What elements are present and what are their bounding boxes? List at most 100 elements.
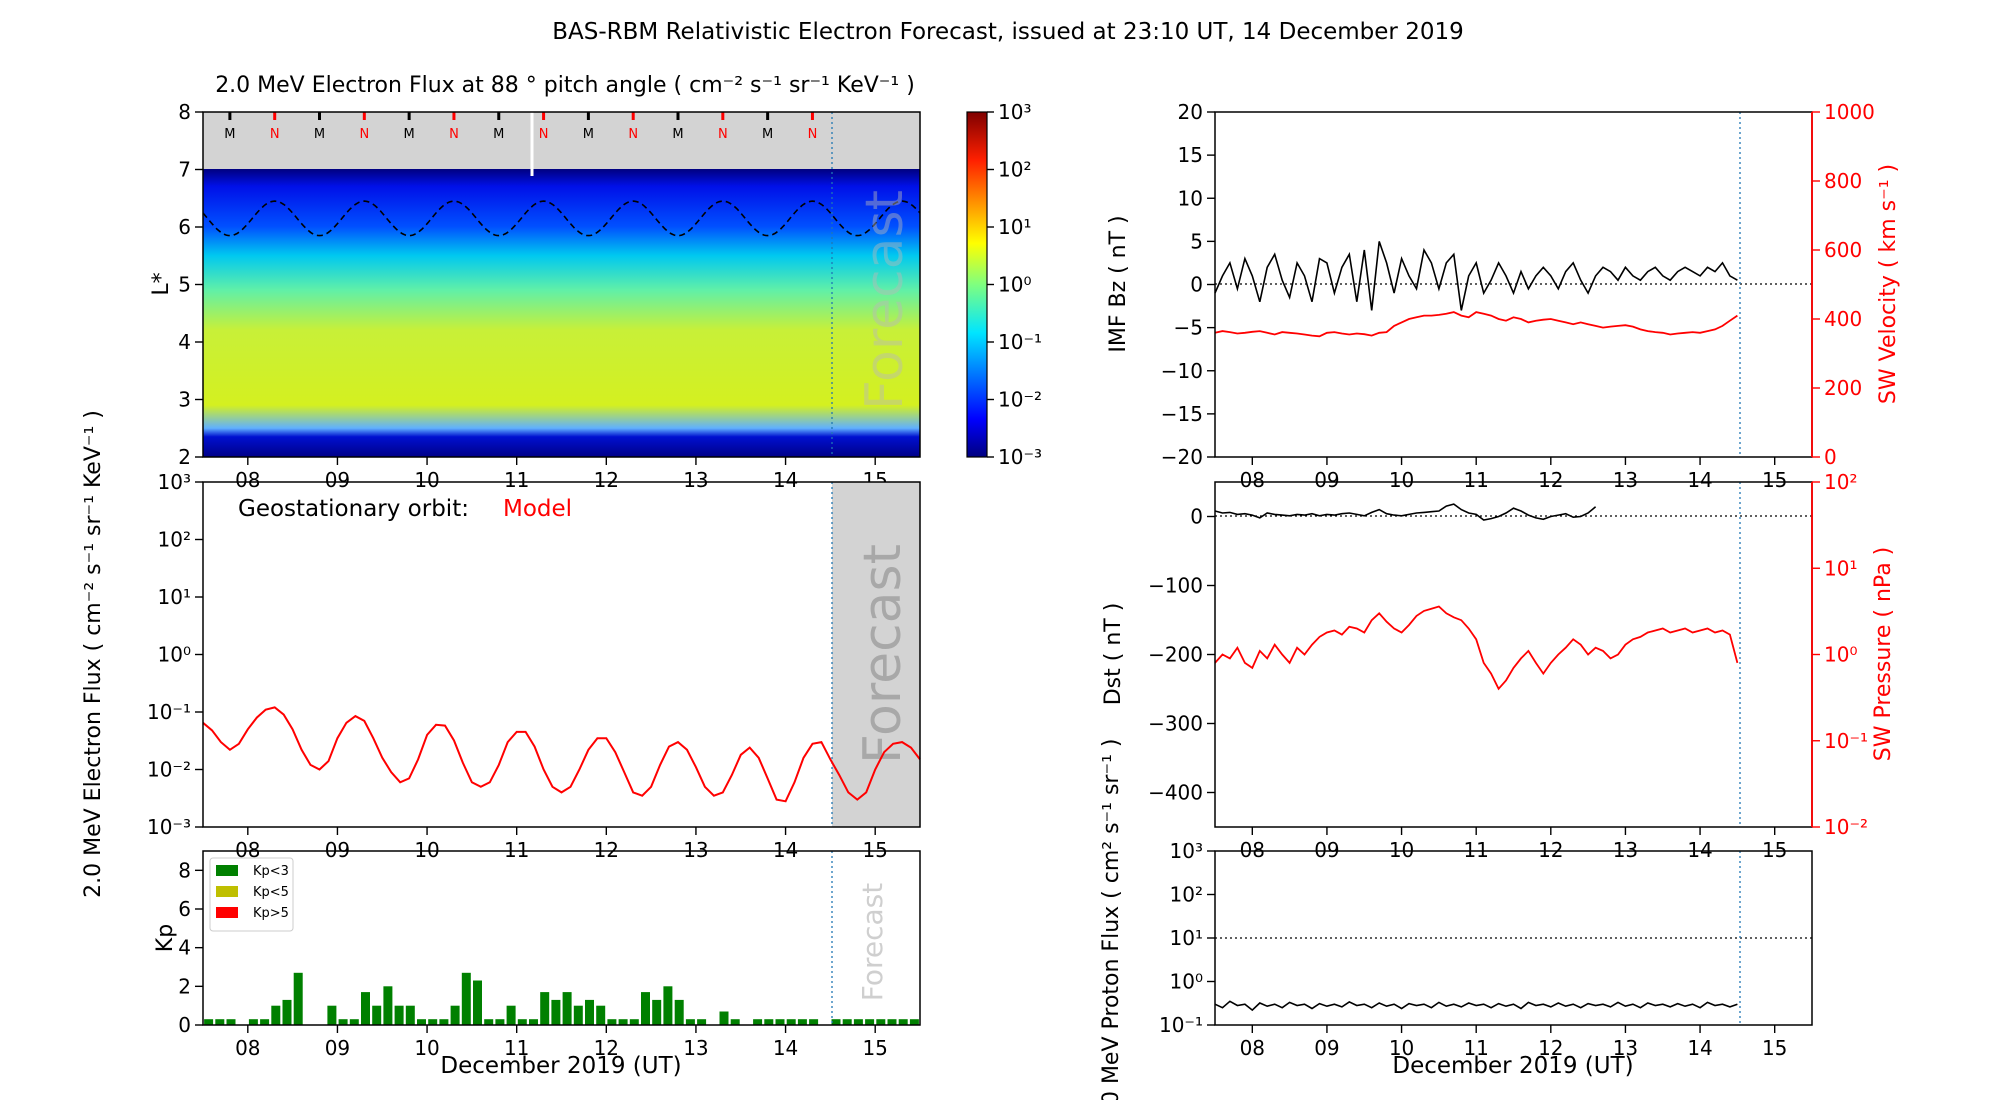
kp-bar xyxy=(215,1019,225,1025)
kp-bar xyxy=(719,1011,729,1025)
kp-bar xyxy=(663,986,673,1025)
kp-bar xyxy=(865,1019,875,1025)
kp-bar xyxy=(282,999,292,1025)
x-tick-label: 09 xyxy=(1314,468,1339,492)
x-tick-label: 12 xyxy=(1538,468,1563,492)
proton-xlabel: December 2019 (UT) xyxy=(1392,1053,1633,1079)
kp-bar xyxy=(674,999,684,1025)
x-tick-label: 09 xyxy=(325,1036,350,1060)
imf-frame xyxy=(1214,111,1813,458)
x-tick-label: 12 xyxy=(594,468,619,492)
kp-bar xyxy=(506,1005,516,1025)
kp-bar xyxy=(372,1005,382,1025)
kp-bar xyxy=(887,1019,897,1025)
geostationary-L-path xyxy=(202,200,921,237)
mlt-label: N xyxy=(539,127,549,142)
flux-map-forecast-label: Forecast xyxy=(855,190,915,410)
x-tick-label: 14 xyxy=(1687,468,1712,492)
y-tick-label: −200 xyxy=(1148,643,1203,667)
kp-bar xyxy=(293,972,303,1025)
x-tick-label: 09 xyxy=(1314,838,1339,862)
y-tick-label: 10⁻¹ xyxy=(147,700,191,724)
kp-bar xyxy=(786,1019,796,1025)
mlt-label: M xyxy=(762,127,773,142)
y-tick-label: 6 xyxy=(178,897,191,921)
colorbar xyxy=(966,111,988,458)
kp-bar xyxy=(495,1019,505,1025)
panel-flux-map: 2.0 MeV Electron Flux at 88 ° pitch angl… xyxy=(149,73,1042,492)
kp-bar xyxy=(248,1019,258,1025)
y-tick-label: 5 xyxy=(178,273,191,297)
kp-ylabel: Kp xyxy=(153,924,178,952)
kp-bar xyxy=(585,999,594,1025)
kp-bar xyxy=(417,1019,426,1025)
imf-bz-line xyxy=(1214,241,1738,311)
mlt-label: N xyxy=(359,127,369,142)
kp-frame xyxy=(202,850,921,1026)
y-tick-label: 2 xyxy=(178,974,191,998)
geo-flux-y-ticks: 10⁻³ 10⁻² 10⁻¹ 10⁰ 10¹ 10² 10³ xyxy=(147,470,203,839)
kp-bar xyxy=(450,1005,460,1025)
sw-velocity-y-ticks: 0 200 400 600 800 1000 xyxy=(1812,100,1875,469)
kp-bar xyxy=(629,1019,639,1025)
flux-map-x-ticks: 08 09 10 11 12 13 14 15 xyxy=(235,457,888,492)
x-tick-label: 15 xyxy=(1762,838,1787,862)
kp-bar xyxy=(853,1019,863,1025)
kp-bar xyxy=(562,992,572,1025)
y-tick-label: −10 xyxy=(1161,359,1203,383)
x-tick-label: 14 xyxy=(773,1036,798,1060)
mlt-label: N xyxy=(808,127,818,142)
x-tick-label: 11 xyxy=(1463,838,1488,862)
x-tick-label: 15 xyxy=(1762,468,1787,492)
x-tick-label: 13 xyxy=(683,838,708,862)
kp-bar xyxy=(697,1019,707,1025)
y-tick-label: 0 xyxy=(1190,505,1203,529)
kp-bar xyxy=(473,980,482,1025)
x-tick-label: 08 xyxy=(235,1036,260,1060)
x-tick-label: 10 xyxy=(1389,1036,1414,1060)
kp-bar xyxy=(484,1019,494,1025)
x-tick-label: 11 xyxy=(504,838,529,862)
colorbar-tick-label: 10⁻¹ xyxy=(998,330,1042,354)
x-tick-label: 09 xyxy=(1314,1036,1339,1060)
panel-geo-flux: Forecast Geostationary orbit: Model 10⁻³… xyxy=(81,410,921,898)
x-tick-label: 13 xyxy=(1613,1036,1638,1060)
panel-dst: −400 −300 −200 −100 0 10⁻² 10⁻¹ 10⁰ 10¹ 10² 08 09… xyxy=(1101,470,1896,862)
sw-pressure-line xyxy=(1214,605,1739,691)
x-tick-label: 10 xyxy=(414,838,439,862)
y-tick-label: 2 xyxy=(178,445,191,469)
x-tick-label: 14 xyxy=(773,468,798,492)
y-tick-label: 10⁻² xyxy=(147,758,191,782)
y-tick-label: −5 xyxy=(1174,316,1203,340)
colorbar-ticks: 10⁻³ 10⁻² 10⁻¹ 10⁰ 10¹ 10² 10³ xyxy=(987,100,1042,469)
kp-legend-swatch-high xyxy=(216,907,238,918)
kp-bars xyxy=(204,972,919,1025)
y-tick-label: 10¹ xyxy=(158,585,191,609)
proton-y-ticks: 10⁻¹ 10⁰ 10¹ 10² 10³ xyxy=(1159,839,1215,1037)
y-tick-label: 0 xyxy=(1824,445,1837,469)
x-tick-label: 10 xyxy=(414,1036,439,1060)
x-tick-label: 11 xyxy=(1463,1036,1488,1060)
y-tick-label: 10¹ xyxy=(1170,926,1203,950)
proton-x-ticks: 08 09 10 11 12 13 14 15 xyxy=(1240,1025,1787,1060)
x-tick-label: 10 xyxy=(414,468,439,492)
y-tick-label: 10⁰ xyxy=(158,643,191,667)
kp-bar xyxy=(831,1019,841,1025)
y-tick-label: −100 xyxy=(1148,574,1203,598)
y-tick-label: 0 xyxy=(1190,273,1203,297)
imf-x-ticks: 08 09 10 11 12 13 14 15 xyxy=(1240,457,1787,492)
proton-frame xyxy=(1214,850,1813,1026)
colorbar-tick-label: 10⁻² xyxy=(998,388,1042,412)
x-tick-label: 13 xyxy=(1613,468,1638,492)
panel-imf: −20 −15 −10 −5 0 5 10 15 20 0 200 400 600 800 1000 08… xyxy=(1106,100,1901,492)
mlt-label: M xyxy=(583,127,594,142)
kp-legend: Kp<3 Kp<5 Kp>5 xyxy=(209,857,294,932)
x-tick-label: 09 xyxy=(325,838,350,862)
colorbar-tick-label: 10² xyxy=(998,158,1031,182)
mlt-label: M xyxy=(224,127,235,142)
y-tick-label: 10⁻² xyxy=(1824,815,1868,839)
y-tick-label: 800 xyxy=(1824,169,1862,193)
kp-legend-swatch-low xyxy=(216,865,238,876)
y-tick-label: 10¹ xyxy=(1824,556,1857,580)
